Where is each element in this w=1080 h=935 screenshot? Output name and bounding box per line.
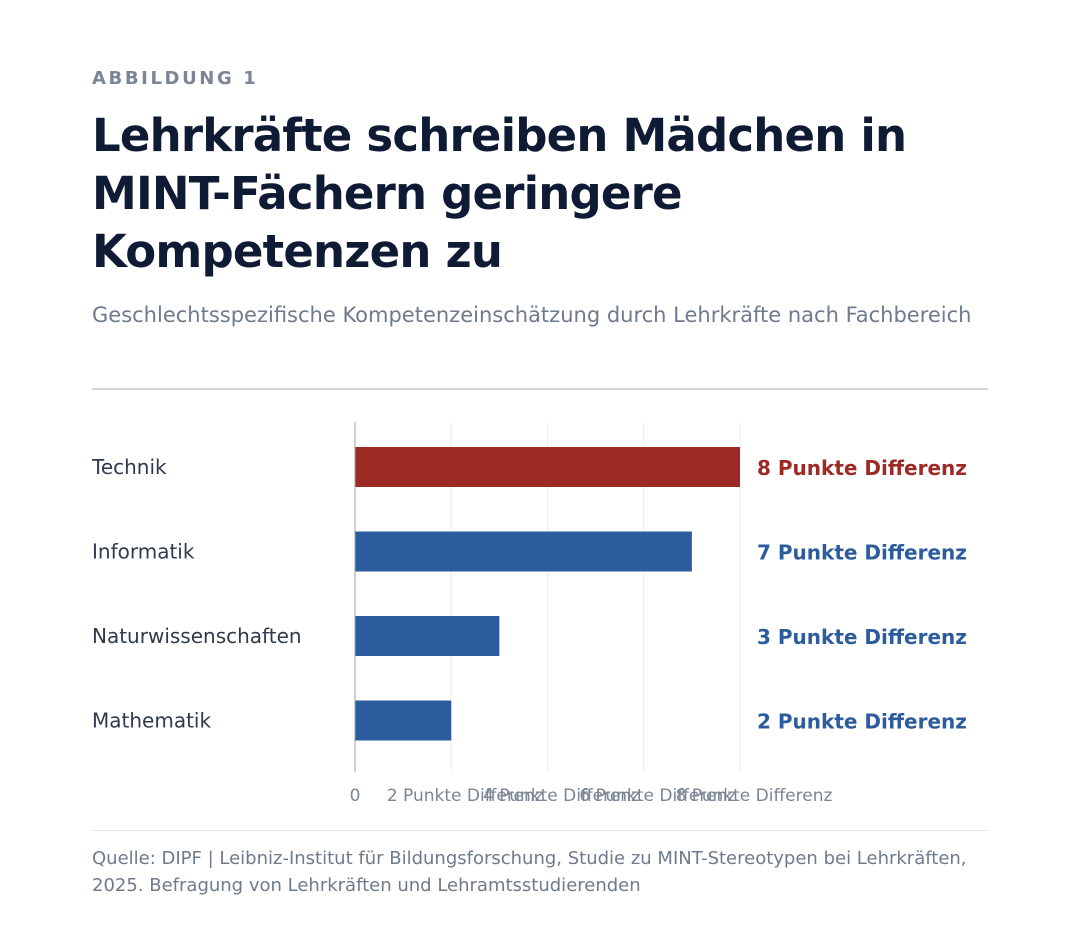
category-label: Naturwissenschaften	[92, 624, 302, 648]
x-tick-label: 8 Punkte Differenz	[676, 786, 833, 806]
bar	[355, 531, 692, 572]
value-label: 2 Punkte Differenz	[757, 710, 967, 734]
category-label: Mathematik	[92, 709, 211, 733]
bar	[355, 447, 740, 487]
source-note: Quelle: DIPF | Leibniz-Institut für Bild…	[92, 848, 967, 896]
figure-header: ABBILDUNG 1 Lehrkräfte schreiben Mädchen…	[92, 66, 988, 331]
bar	[355, 616, 500, 656]
header-divider	[92, 388, 988, 390]
figure-eyebrow: ABBILDUNG 1	[92, 68, 259, 89]
category-label: Informatik	[92, 540, 195, 564]
footer-divider	[92, 830, 988, 831]
x-tick-label: 4 Punkte Differenz	[483, 786, 640, 806]
chart-title: Lehrkräfte schreiben Mädchen in MINT-Fäc…	[92, 109, 907, 278]
category-label: Technik	[91, 455, 167, 479]
bar-chart: Technik 8 Punkte Differenz Informatik 7 Pun…	[91, 422, 967, 806]
bar	[355, 700, 452, 741]
x-tick-label: 6 Punkte Differenz	[579, 786, 736, 806]
x-tick-label: 2 Punkte Differenz	[387, 786, 544, 806]
chart-subtitle: Geschlechtsspezifische Kompetenzeinschät…	[92, 303, 972, 327]
value-label: 3 Punkte Differenz	[757, 625, 967, 649]
x-tick-label: 0	[350, 786, 361, 806]
value-label: 7 Punkte Differenz	[757, 541, 967, 565]
value-label: 8 Punkte Differenz	[757, 456, 967, 480]
